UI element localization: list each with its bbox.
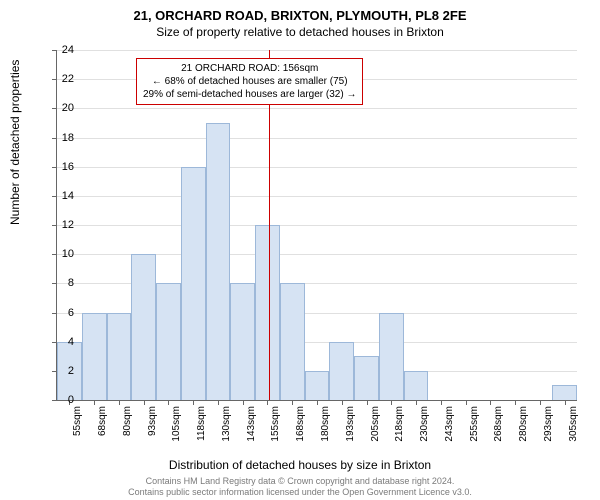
histogram-bar (354, 356, 379, 400)
title-sub: Size of property relative to detached ho… (0, 23, 600, 39)
annotation-line: 21 ORCHARD ROAD: 156sqm (143, 62, 356, 75)
x-tick-label: 118sqm (196, 406, 207, 456)
histogram-bar (305, 371, 330, 400)
x-tick-label: 80sqm (122, 406, 133, 456)
x-tick-mark (94, 400, 95, 405)
x-tick-label: 280sqm (518, 406, 529, 456)
x-tick-label: 218sqm (394, 406, 405, 456)
x-tick-label: 130sqm (221, 406, 232, 456)
histogram-bar (404, 371, 429, 400)
x-tick-label: 68sqm (97, 406, 108, 456)
x-tick-mark (565, 400, 566, 405)
x-tick-mark (243, 400, 244, 405)
histogram-bar (82, 313, 107, 401)
y-tick-label: 16 (44, 161, 74, 173)
x-tick-label: 55sqm (72, 406, 83, 456)
histogram-bar (230, 283, 255, 400)
x-tick-label: 143sqm (246, 406, 257, 456)
y-tick-label: 6 (44, 307, 74, 319)
y-tick-label: 0 (44, 394, 74, 406)
x-tick-mark (540, 400, 541, 405)
x-tick-label: 193sqm (345, 406, 356, 456)
x-tick-label: 268sqm (493, 406, 504, 456)
x-tick-label: 155sqm (270, 406, 281, 456)
x-tick-label: 105sqm (171, 406, 182, 456)
x-tick-label: 168sqm (295, 406, 306, 456)
y-tick-label: 2 (44, 365, 74, 377)
x-tick-mark (119, 400, 120, 405)
histogram-bar (181, 167, 206, 400)
grid-line (57, 138, 577, 139)
title-main: 21, ORCHARD ROAD, BRIXTON, PLYMOUTH, PL8… (0, 0, 600, 23)
x-tick-mark (144, 400, 145, 405)
histogram-bar (107, 313, 132, 401)
y-tick-label: 12 (44, 219, 74, 231)
x-tick-mark (466, 400, 467, 405)
histogram-bar (552, 385, 577, 400)
x-tick-mark (515, 400, 516, 405)
histogram-bar (156, 283, 181, 400)
x-tick-mark (391, 400, 392, 405)
x-tick-mark (218, 400, 219, 405)
histogram-bar (379, 313, 404, 401)
x-tick-mark (490, 400, 491, 405)
chart-container: 21, ORCHARD ROAD, BRIXTON, PLYMOUTH, PL8… (0, 0, 600, 500)
x-tick-mark (267, 400, 268, 405)
grid-line (57, 108, 577, 109)
y-tick-label: 22 (44, 73, 74, 85)
y-axis-label: Number of detached properties (8, 60, 22, 225)
histogram-bar (329, 342, 354, 400)
x-tick-mark (193, 400, 194, 405)
histogram-bar (280, 283, 305, 400)
grid-line (57, 225, 577, 226)
annotation-line: 29% of semi-detached houses are larger (… (143, 88, 356, 101)
histogram-bar (131, 254, 156, 400)
footer-line2: Contains public sector information licen… (0, 487, 600, 498)
footer: Contains HM Land Registry data © Crown c… (0, 476, 600, 498)
footer-line1: Contains HM Land Registry data © Crown c… (0, 476, 600, 487)
y-tick-label: 8 (44, 277, 74, 289)
histogram-bar (255, 225, 280, 400)
x-tick-mark (367, 400, 368, 405)
x-tick-mark (416, 400, 417, 405)
x-tick-mark (168, 400, 169, 405)
x-tick-label: 243sqm (444, 406, 455, 456)
annotation-line: ← 68% of detached houses are smaller (75… (143, 75, 356, 88)
x-tick-label: 305sqm (568, 406, 579, 456)
y-tick-label: 10 (44, 248, 74, 260)
y-tick-label: 4 (44, 336, 74, 348)
histogram-bar (206, 123, 231, 400)
y-tick-label: 20 (44, 102, 74, 114)
x-tick-label: 293sqm (543, 406, 554, 456)
x-tick-label: 180sqm (320, 406, 331, 456)
y-tick-label: 18 (44, 132, 74, 144)
x-tick-mark (342, 400, 343, 405)
x-tick-label: 230sqm (419, 406, 430, 456)
x-tick-mark (317, 400, 318, 405)
grid-line (57, 167, 577, 168)
x-axis-label: Distribution of detached houses by size … (0, 458, 600, 472)
x-tick-label: 93sqm (147, 406, 158, 456)
grid-line (57, 50, 577, 51)
y-tick-label: 24 (44, 44, 74, 56)
x-tick-label: 255sqm (469, 406, 480, 456)
y-tick-label: 14 (44, 190, 74, 202)
x-tick-mark (292, 400, 293, 405)
x-tick-label: 205sqm (370, 406, 381, 456)
grid-line (57, 196, 577, 197)
x-tick-mark (441, 400, 442, 405)
annotation-box: 21 ORCHARD ROAD: 156sqm← 68% of detached… (136, 58, 363, 105)
